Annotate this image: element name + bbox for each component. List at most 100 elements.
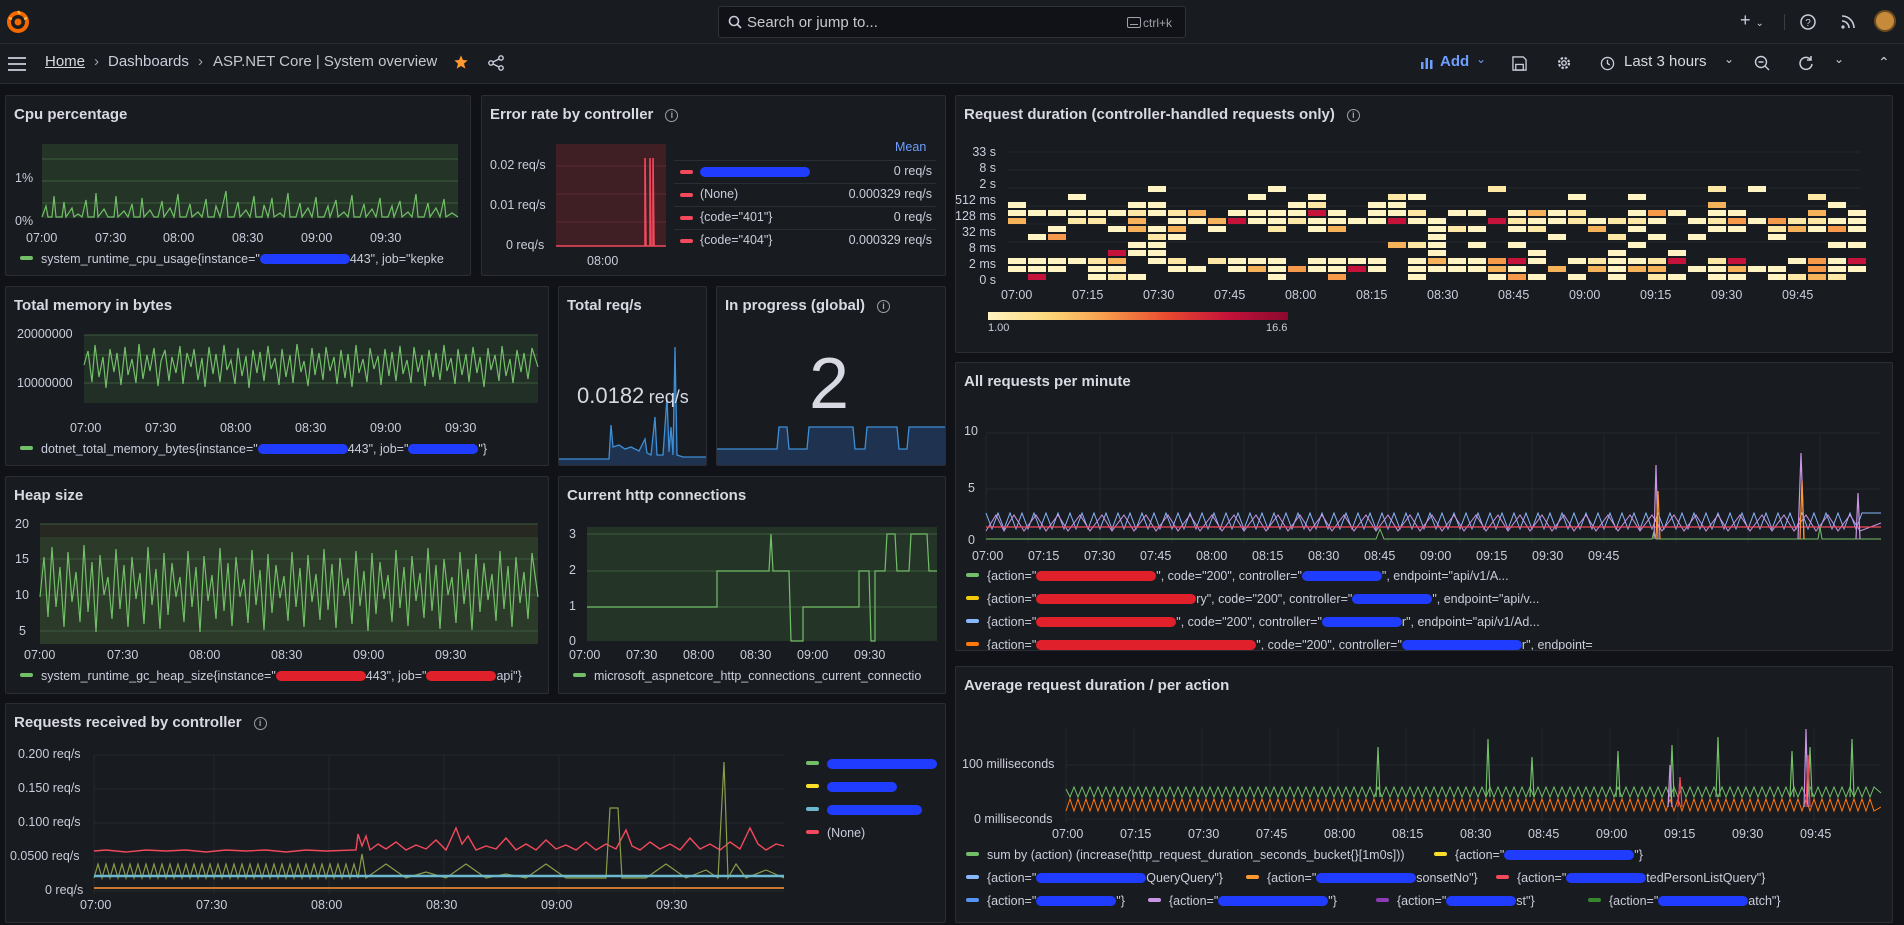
legend-item[interactable]: sum by (action) (increase(http_request_d… [966,848,1405,862]
heatmap-cell [1168,210,1186,216]
panel-error-rate-by-controller[interactable]: Error rate by controller i 0.02 req/s 0.0… [481,95,946,276]
heatmap-cell [1248,210,1266,216]
save-icon[interactable] [1512,56,1527,71]
info-icon[interactable]: i [665,109,679,122]
heatmap-cell [1328,218,1346,224]
heatmap-cell [1368,202,1386,208]
legend-item[interactable]: {action=" QueryQuery"} [966,871,1223,885]
panel-total-req[interactable]: Total req/s 0.0182 req/s [558,286,707,466]
panel-title-text: Error rate by controller [490,106,654,123]
panel-http-connections[interactable]: Current http connections 3 2 1 0 07:00 0… [558,476,946,694]
refresh-icon[interactable] [1798,55,1814,71]
info-icon[interactable]: i [877,300,891,313]
redaction-mark [1658,896,1749,906]
heatmap-cell [1748,266,1766,272]
legend-row[interactable]: {code="404"} 0.000329 req/s [674,229,936,251]
heatmap-cell [1408,242,1426,248]
legend-swatch [680,216,693,220]
help-icon[interactable]: ? [1800,14,1816,30]
x-tick: 09:30 [1732,827,1764,841]
heatmap-cell [1848,242,1866,248]
heatmap-cell [1268,266,1286,272]
legend-label: "} [1116,894,1125,908]
info-icon[interactable]: i [253,717,267,730]
time-range-picker[interactable]: Last 3 hours ⌄ [1600,52,1734,76]
legend-item[interactable]: {action=" tedPersonListQuery"} [1496,871,1765,885]
breadcrumb-home[interactable]: Home [45,53,86,70]
legend-row[interactable]: 0 req/s [674,160,936,182]
error-rate-chart [556,144,666,247]
panel-total-memory[interactable]: Total memory in bytes 20000000 10000000 … [5,286,549,466]
legend-item[interactable]: {action=" st"} [1376,894,1535,908]
heatmap-cell [1268,186,1286,192]
refresh-interval-chevron-icon[interactable]: ⌄ [1834,52,1845,66]
heatmap-cell [1268,258,1286,264]
panel-all-requests-per-minute[interactable]: All requests per minute 10 5 0 07:00 07:… [955,362,1893,651]
legend-item[interactable]: {action=" "} [1148,894,1337,908]
legend-item[interactable]: microsoft_aspnetcore_http_connections_cu… [573,669,943,683]
panel-requests-by-controller[interactable]: Requests received by controller i 0.200 r… [5,703,946,923]
heatmap-cell [1508,242,1526,248]
breadcrumb-dashboards[interactable]: Dashboards [108,53,189,70]
y-tick: 10000000 [17,376,73,390]
panel-request-duration[interactable]: Request duration (controller-handled req… [955,95,1893,353]
legend-item[interactable]: {action=" atch"} [1588,894,1781,908]
legend-item[interactable]: {action=" ", code="200", controller=" ", e… [966,569,1886,583]
x-tick: 07:15 [1072,288,1104,302]
redaction-mark [700,167,810,177]
heatmap-cell [1608,274,1626,280]
legend-item[interactable]: {action=" "} [1434,848,1643,862]
panel-heap-size[interactable]: Heap size 20 15 10 5 07:00 07:30 08:00 0… [5,476,549,694]
heatmap-cell [1548,210,1566,216]
zoom-out-icon[interactable] [1754,55,1770,71]
legend-item[interactable]: {action=" ", code="200", controller=" r", … [966,615,1886,629]
legend-item[interactable]: {action=" "} [966,894,1125,908]
panel-in-progress[interactable]: In progress (global) i 2 [716,286,946,466]
legend-row[interactable]: (None) 0.000329 req/s [674,183,936,205]
heatmap-cell [1028,210,1046,216]
panel-cpu-percentage[interactable]: Cpu percentage 1% 0% 07:00 07:30 08:00 0… [5,95,471,276]
legend-item[interactable]: {action=" ", code="200", controller=" r", … [966,638,1886,650]
legend-item[interactable] [806,780,945,794]
heatmap-cell [1428,218,1446,224]
legend-item[interactable]: system_runtime_cpu_usage{instance=" 443",… [20,252,465,266]
legend-row[interactable]: {code="401"} 0 req/s [674,206,936,228]
error-series [556,157,666,247]
user-avatar[interactable] [1874,10,1896,32]
legend-label: ", code="200", controller=" [1176,615,1322,629]
legend-item[interactable] [806,757,945,771]
legend-item[interactable] [806,803,945,817]
heatmap-cell [1648,234,1666,240]
legend-item[interactable]: (None) [806,826,945,840]
x-tick: 09:00 [541,898,573,912]
collapse-up-icon[interactable]: ⌃ [1878,54,1890,70]
new-menu-button[interactable]: + ⌄ [1740,10,1764,30]
star-icon[interactable] [453,54,469,70]
legend-mean-header[interactable]: Mean [895,140,927,154]
x-tick: 08:15 [1356,288,1388,302]
search-bar[interactable]: Search or jump to... ctrl+k [718,6,1186,38]
legend-swatch [966,852,979,856]
news-feed-icon[interactable] [1840,14,1856,30]
y-tick: 0 [569,634,576,648]
legend-item[interactable]: {action=" ry", code="200", controller=" ",… [966,592,1886,606]
topbar-divider [1784,14,1785,30]
search-input[interactable]: Search or jump to... [747,14,878,31]
heatmap-cell [1628,226,1646,232]
grafana-logo-icon[interactable] [6,9,30,35]
legend-item[interactable]: dotnet_total_memory_bytes{instance=" 443"… [20,442,545,456]
panel-title: All requests per minute [964,373,1131,390]
legend-item[interactable]: {action=" sonsetNo"} [1246,871,1478,885]
share-icon[interactable] [488,55,504,71]
heatmap-cell [1668,210,1686,216]
heatmap-cell [1428,258,1446,264]
legend-item[interactable]: system_runtime_gc_heap_size{instance=" 44… [20,669,545,683]
legend-label: {action=" [1397,894,1447,908]
info-icon[interactable]: i [1346,109,1360,122]
memory-chart [83,334,539,403]
menu-icon[interactable] [8,57,26,71]
settings-gear-icon[interactable] [1556,55,1572,71]
panel-average-request-duration[interactable]: Average request duration / per action 10… [955,666,1893,923]
y-tick: 0.01 req/s [490,198,546,212]
series-purple [985,513,1882,533]
